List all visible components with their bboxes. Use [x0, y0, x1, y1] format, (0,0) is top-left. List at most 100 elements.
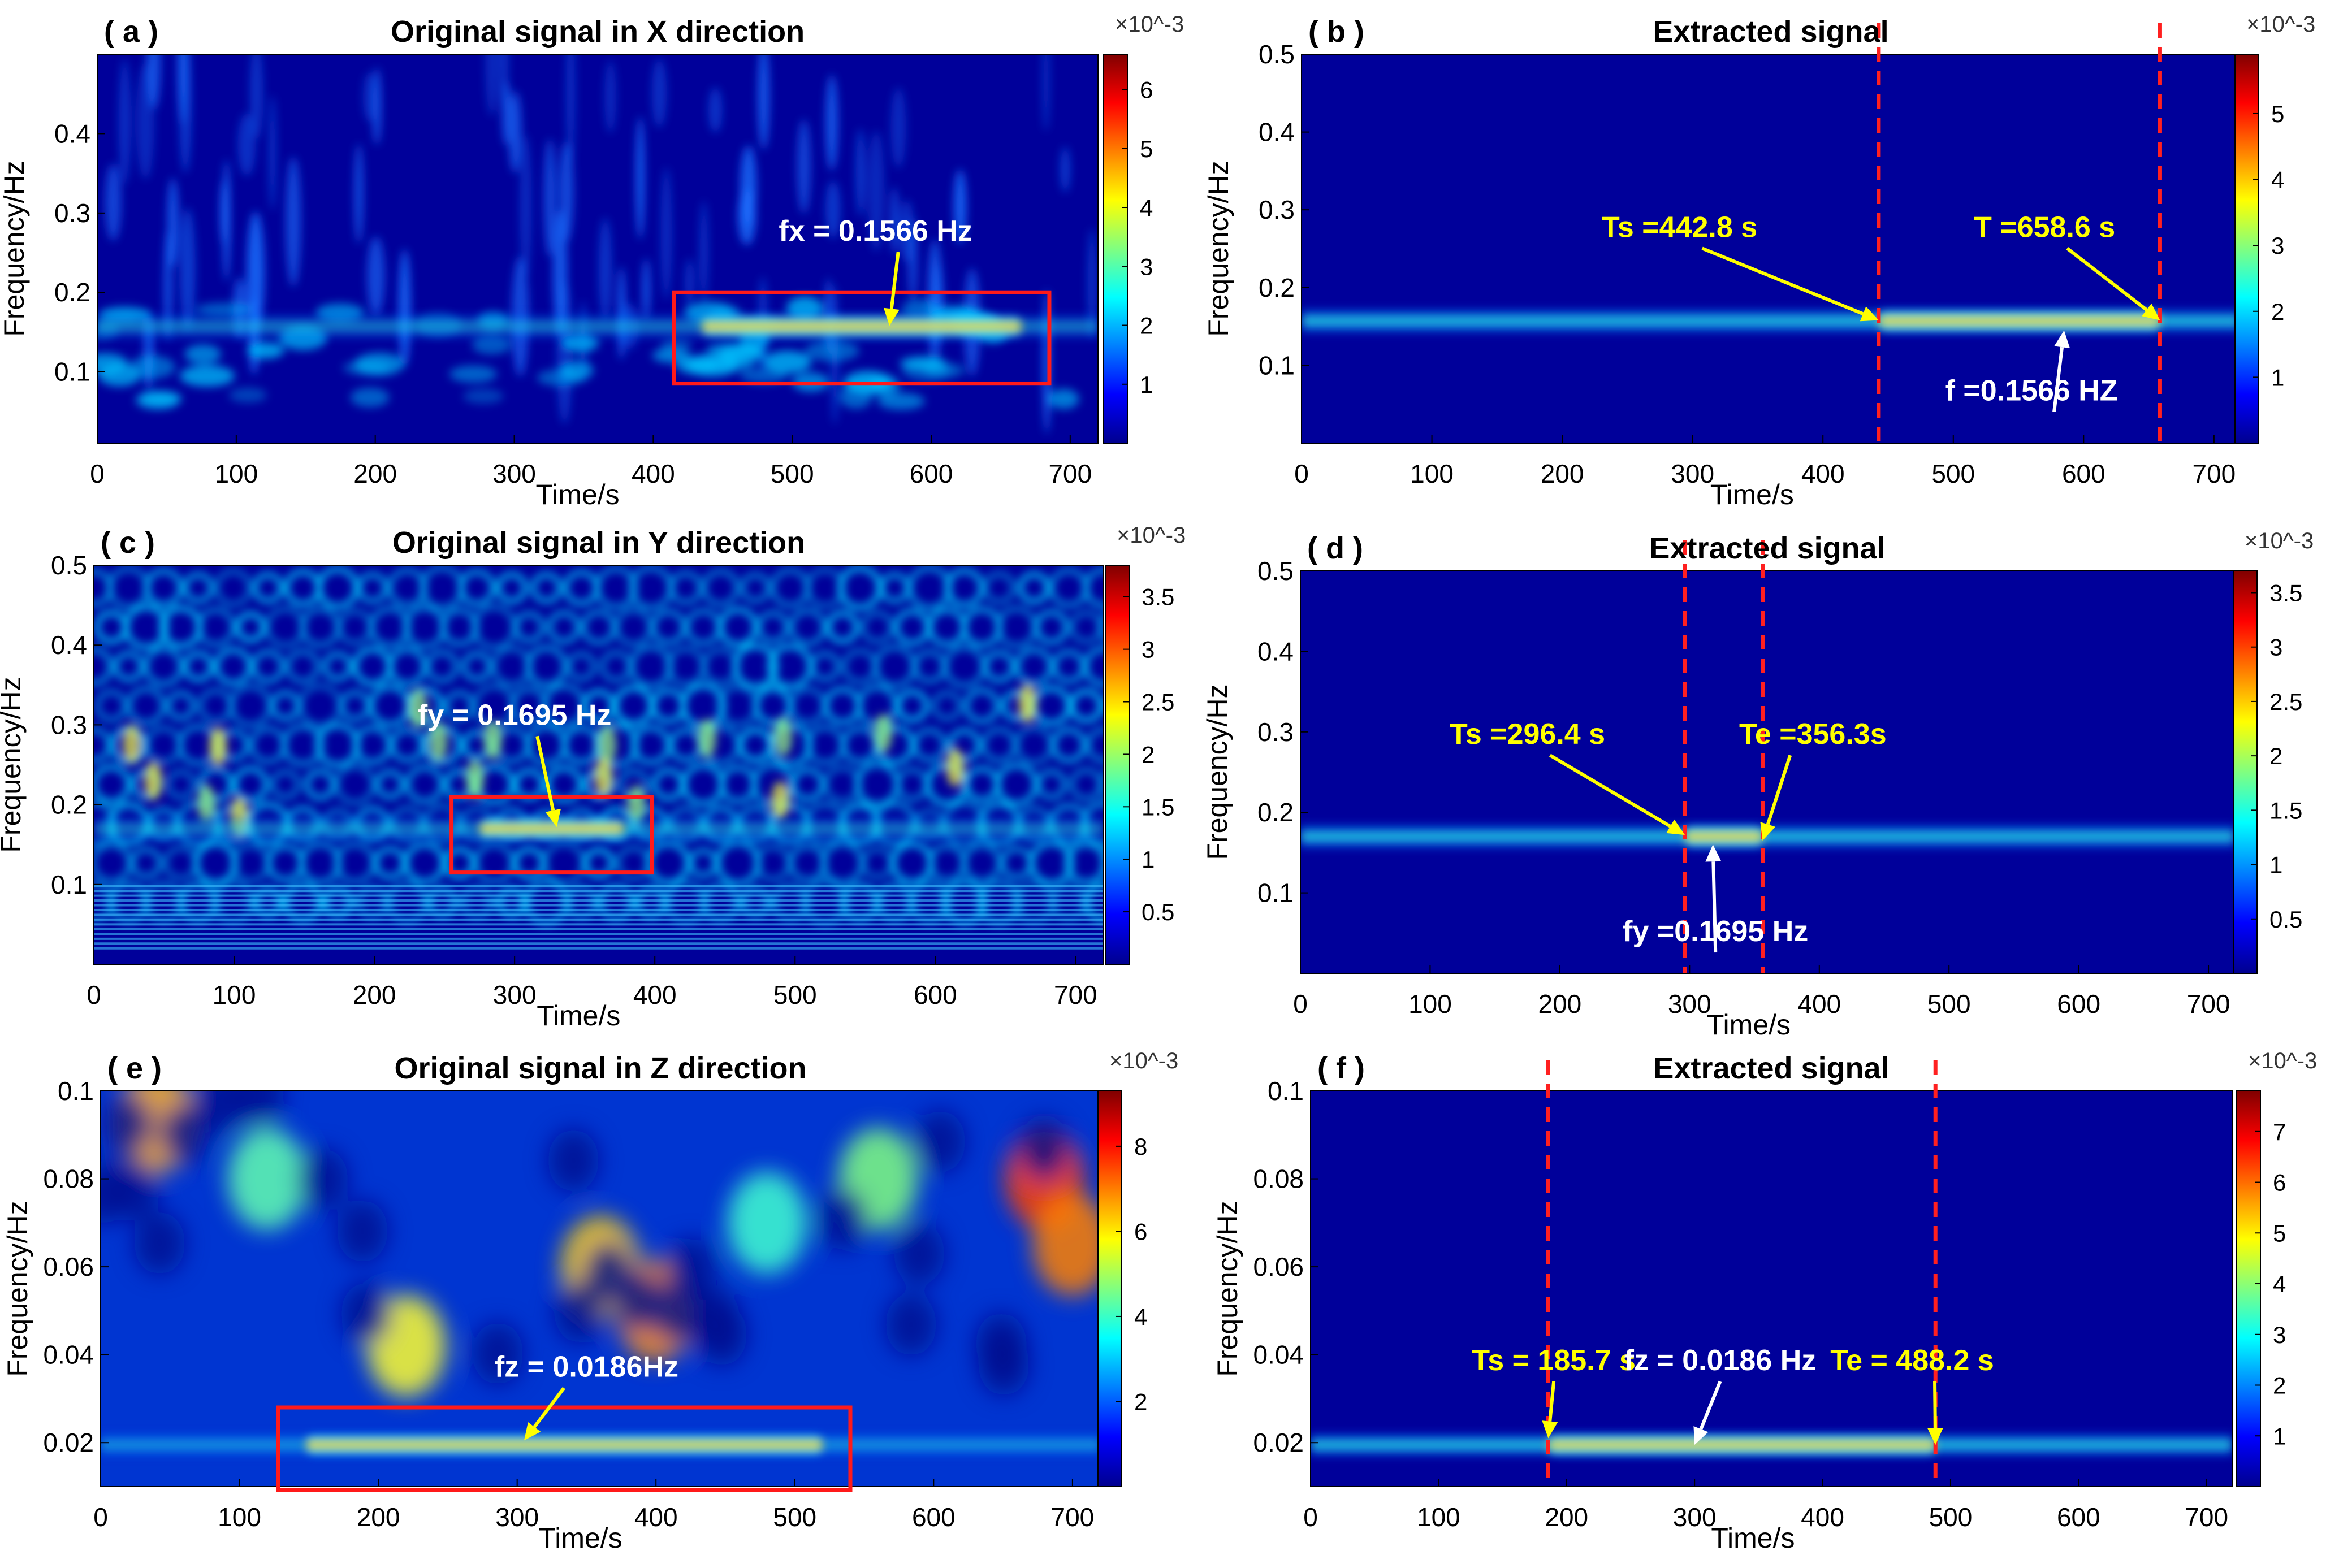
annotation-arrow	[2052, 346, 2064, 412]
energy-band	[1548, 1432, 1936, 1458]
y-axis-label: Frequency/Hz	[1203, 161, 1234, 336]
x-axis-label: Time/s	[1707, 1009, 1791, 1041]
axes-frame	[97, 54, 1099, 444]
y-tick-label: 0.08	[43, 1164, 94, 1194]
y-tick-label: 0.4	[1257, 636, 1294, 666]
colorbar-tick-label: 6	[2273, 1169, 2286, 1196]
y-tick-label: 0.2	[54, 278, 90, 307]
colorbar-exponent: ×10^-3	[1109, 1049, 1178, 1073]
plot-area	[94, 565, 1104, 964]
x-tick-label: 100	[1410, 459, 1454, 488]
x-tick-label: 200	[1541, 459, 1584, 488]
panel-label: ( d )	[1307, 531, 1363, 565]
energy-band	[702, 313, 1022, 340]
x-tick-label: 300	[492, 459, 536, 488]
plot-area	[97, 54, 1098, 443]
colorbar-tick-label: 4	[2271, 167, 2284, 193]
y-axis-label: Frequency/Hz	[0, 161, 30, 336]
colorbar-tick-label: 3.5	[1142, 584, 1174, 610]
colorbar-exponent: ×10^-3	[2245, 529, 2314, 553]
colorbar-tick-label: 2.5	[2269, 688, 2302, 715]
annotation-label: T =658.6 s	[1974, 211, 2115, 244]
chart-title: Extracted signal	[1653, 1051, 1889, 1085]
x-tick-label: 600	[2057, 1502, 2100, 1532]
colorbar-tick-label: 4	[1140, 194, 1153, 221]
annotation-label: Ts = 185.7 s	[1472, 1344, 1636, 1377]
colorbar-tick-label: 3	[1142, 636, 1155, 663]
annotation-arrowhead	[1927, 1427, 1943, 1445]
chart-title: Original signal in X direction	[391, 15, 805, 49]
colorbar-exponent: ×10^-3	[1115, 12, 1184, 37]
axes-frame	[93, 565, 1104, 965]
y-tick-label: 0.5	[1259, 40, 1295, 69]
annotation-label: Te =356.3s	[1739, 718, 1887, 751]
x-tick-label: 700	[2185, 1502, 2228, 1532]
colorbar-tick-label: 2	[1142, 741, 1155, 768]
annotation-arrowhead	[2142, 304, 2160, 320]
x-tick-label: 400	[1801, 1502, 1844, 1532]
colorbar-exponent: ×10^-3	[2248, 1049, 2317, 1073]
panel-c: 0 100 200 300 400 500 600 700 0.1 0.2 0.3 0.4 0.5 Tim…	[0, 523, 1186, 1032]
annotation-arrow	[535, 735, 555, 811]
annotation-arrowhead	[524, 1422, 541, 1441]
y-tick-label: 0.1	[1259, 350, 1295, 380]
annotation-label: Ts =296.4 s	[1450, 718, 1605, 751]
y-tick-label: 0.5	[51, 551, 87, 580]
energy-band	[1685, 823, 1763, 850]
colorbar	[2234, 54, 2259, 444]
annotation-arrowhead	[1760, 822, 1776, 841]
annotation-arrow	[889, 252, 900, 309]
chart-title: Original signal in Y direction	[392, 526, 805, 560]
axes-frame	[1310, 1090, 2233, 1487]
annotation-label: Te = 488.2 s	[1830, 1344, 1994, 1377]
panel-e: 0 100 200 300 400 500 600 700 0.02 0.04 0.06 0.08 0.…	[2, 1049, 1178, 1554]
x-axis-label: Time/s	[539, 1522, 622, 1554]
x-tick-label: 500	[773, 980, 817, 1010]
x-axis-label: Time/s	[537, 1000, 620, 1032]
x-tick-label: 0	[90, 459, 105, 488]
y-tick-label: 0.1	[1268, 1076, 1304, 1106]
y-axis-label: Frequency/Hz	[1212, 1201, 1243, 1376]
annotation-label: f =0.1566 HZ	[1945, 374, 2118, 407]
highlight-box	[276, 1405, 853, 1492]
colorbar	[1097, 1090, 1122, 1487]
blob-texture	[101, 1091, 1100, 1397]
x-tick-label: 0	[93, 1502, 108, 1532]
annotation-label: Ts =442.8 s	[1602, 211, 1757, 244]
chart-title: Extracted signal	[1649, 531, 1885, 565]
y-tick-label: 0.04	[43, 1340, 94, 1370]
x-tick-label: 700	[1048, 459, 1092, 488]
x-tick-label: 300	[1671, 459, 1714, 488]
colorbar-tick-label: 3	[2269, 634, 2282, 661]
annotation-arrowhead	[1860, 306, 1879, 322]
x-tick-label: 200	[1538, 989, 1582, 1019]
y-tick-label: 0.3	[54, 198, 90, 228]
colorbar-tick-label: 3.5	[2269, 579, 2302, 606]
colorbar	[2233, 570, 2258, 974]
colorbar-tick-label: 0.5	[1142, 899, 1174, 925]
panel-f: 0 100 200 300 400 500 600 700 0.02 0.04 0.06 0.08 0.…	[1212, 1049, 2317, 1554]
y-tick-label: 0.4	[1259, 118, 1295, 147]
annotation-arrowhead	[545, 808, 561, 828]
x-tick-label: 500	[1927, 989, 1971, 1019]
annotation-arrow	[1711, 861, 1718, 953]
y-tick-label: 0.06	[43, 1252, 94, 1281]
x-tick-label: 700	[2193, 459, 2236, 488]
plot-area	[1300, 571, 2234, 973]
y-tick-label: 0.1	[1257, 878, 1294, 908]
chart-title: Original signal in Z direction	[394, 1051, 806, 1085]
colorbar-tick-label: 2	[2273, 1372, 2286, 1399]
x-tick-label: 500	[1929, 1502, 1973, 1532]
x-tick-label: 100	[213, 980, 256, 1010]
colorbar	[1105, 565, 1130, 965]
y-tick-label: 0.04	[1253, 1340, 1304, 1370]
y-tick-label: 0.5	[1257, 556, 1294, 586]
x-tick-label: 300	[493, 980, 537, 1010]
annotation-arrowhead	[1705, 844, 1722, 862]
colorbar-tick-label: 5	[2271, 101, 2284, 127]
y-tick-label: 0.2	[51, 790, 87, 820]
x-tick-label: 600	[910, 459, 953, 488]
x-tick-label: 100	[218, 1502, 261, 1532]
colorbar	[1103, 54, 1128, 444]
x-tick-label: 700	[1054, 980, 1097, 1010]
